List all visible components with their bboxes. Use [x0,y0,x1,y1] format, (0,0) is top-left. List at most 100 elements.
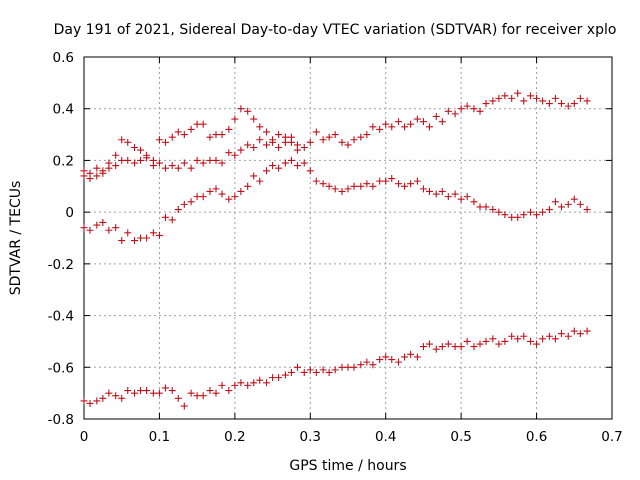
data-point [545,206,553,214]
data-point [137,387,145,395]
data-point [545,100,553,108]
data-point [256,123,264,131]
data-point [93,164,101,172]
data-point [331,366,339,374]
data-point [444,107,452,115]
data-point [319,180,327,188]
y-tick-label: 0 [65,205,74,221]
y-tick-label: -0.8 [48,412,74,428]
data-point [401,182,409,190]
data-point [470,105,478,113]
data-point [306,138,314,146]
data-point [93,172,101,180]
data-point [155,231,163,239]
chart-title: Day 191 of 2021, Sidereal Day-to-day VTE… [54,22,617,38]
data-point [231,381,239,389]
data-point [256,376,264,384]
data-point [489,335,497,343]
data-point [388,123,396,131]
data-point [395,180,403,188]
data-point [576,200,584,208]
data-point [263,128,271,136]
data-point [237,146,245,154]
data-point [482,337,490,345]
data-point [250,115,258,123]
data-point [263,141,271,149]
data-point [300,159,308,167]
data-point [495,340,503,348]
data-point [143,387,151,395]
data-point [527,208,535,216]
data-point [218,131,226,139]
data-point [388,175,396,183]
data-point [231,115,239,123]
data-point [80,224,88,232]
y-tick-labels: -0.8 -0.6 -0.4 -0.2 0 0.2 0.4 0.6 [48,50,74,428]
data-point [131,389,139,397]
data-point [187,198,195,206]
data-point [161,384,169,392]
data-point [533,211,541,219]
data-point [407,350,415,358]
data-point [476,203,484,211]
data-point [275,374,283,382]
data-point [180,131,188,139]
data-point [187,389,195,397]
data-point [520,97,528,105]
data-point [527,337,535,345]
data-point [376,356,384,364]
data-point [583,206,591,214]
data-point [350,363,358,371]
data-point [564,332,572,340]
data-points [80,89,591,410]
data-point [545,332,553,340]
data-point [539,335,547,343]
data-point [124,156,132,164]
data-point [438,187,446,195]
data-point [105,226,113,234]
data-point [225,149,233,157]
data-point [388,356,396,364]
data-point [382,120,390,128]
data-point [244,381,252,389]
x-tick-label: 0.1 [149,429,170,445]
data-point [357,361,365,369]
data-point [557,100,565,108]
data-point [551,335,559,343]
data-point [319,366,327,374]
data-point [244,107,252,115]
data-point [401,353,409,361]
data-point [168,387,176,395]
y-tick-label: 0.2 [53,153,74,169]
data-point [281,133,289,141]
data-point [557,330,565,338]
data-point [344,141,352,149]
data-point [231,193,239,201]
data-point [501,337,509,345]
data-point [180,402,188,410]
data-point [463,337,471,345]
data-point [419,118,427,126]
data-point [199,392,207,400]
data-point [105,389,113,397]
series-4 [80,327,591,410]
data-point [300,144,308,151]
data-point [425,340,433,348]
data-point [206,133,214,141]
data-point [225,387,233,395]
x-tick-labels: 0 0.1 0.2 0.3 0.4 0.5 0.6 0.7 [80,429,623,445]
data-point [369,182,377,190]
data-point [344,185,352,193]
axis-ticks [83,56,613,420]
data-point [395,358,403,366]
data-point [457,195,465,203]
data-point [413,353,421,361]
data-point [118,136,126,144]
data-point [287,138,295,146]
data-point [199,120,207,128]
data-point [520,332,528,340]
data-point [161,164,169,172]
data-point [463,102,471,110]
series-1 [80,89,591,183]
data-point [137,234,145,242]
